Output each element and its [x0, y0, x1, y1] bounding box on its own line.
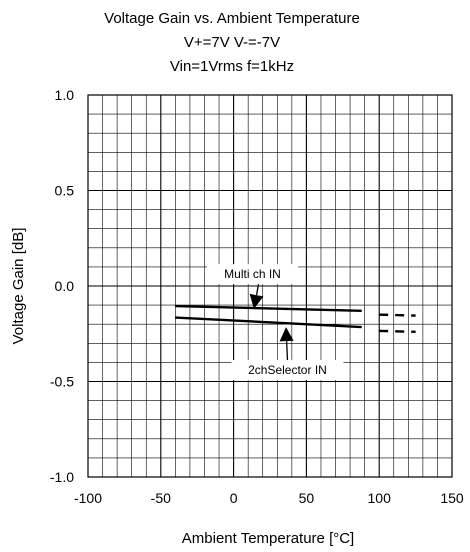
x-tick-label: -100: [74, 490, 102, 506]
y-tick-label: -0.5: [50, 374, 74, 390]
tick-labels: -100 -50 0 50 100 150 -1.0 -0.5 0.0 0.5 1.0: [50, 87, 464, 506]
annotations: Multi ch IN 2chSelector IN: [207, 264, 344, 381]
series-extrapolation-1: [379, 313, 416, 317]
annotation-arrowhead-2: [279, 327, 294, 342]
data-series: [175, 304, 416, 334]
chart-subtitle-line-2: Vin=1Vrms f=1kHz: [170, 58, 294, 75]
series-extrapolation-2: [379, 329, 416, 334]
annotation-box-1: [207, 264, 299, 285]
annotation-arrowhead-1: [249, 293, 264, 309]
annotation-arrow-1: [255, 284, 260, 296]
x-tick-label: 50: [299, 490, 315, 506]
series-line-1: [175, 304, 362, 313]
annotation-label-1: Multi ch IN: [224, 267, 281, 281]
x-tick-label: -50: [151, 490, 171, 506]
y-axis-label: Voltage Gain [dB]: [10, 228, 27, 345]
x-axis-label: Ambient Temperature [°C]: [182, 530, 354, 547]
x-tick-label: 0: [230, 490, 238, 506]
x-tick-label: 150: [440, 490, 464, 506]
plot-frame: [87, 94, 453, 478]
annotation-label-2: 2chSelector IN: [248, 363, 327, 377]
y-tick-label: 0.0: [55, 278, 75, 294]
x-tick-label: 100: [368, 490, 392, 506]
y-tick-label: -1.0: [50, 469, 74, 485]
annotation-arrow-2: [285, 341, 289, 361]
annotation-box-2: [231, 360, 344, 381]
series-line-2: [175, 316, 362, 329]
chart-title: Voltage Gain vs. Ambient Temperature: [104, 10, 360, 27]
grid: [88, 95, 452, 477]
y-tick-label: 1.0: [55, 87, 75, 103]
y-tick-label: 0.5: [55, 183, 75, 199]
chart-subtitle-line-1: V+=7V V-=-7V: [184, 34, 280, 51]
